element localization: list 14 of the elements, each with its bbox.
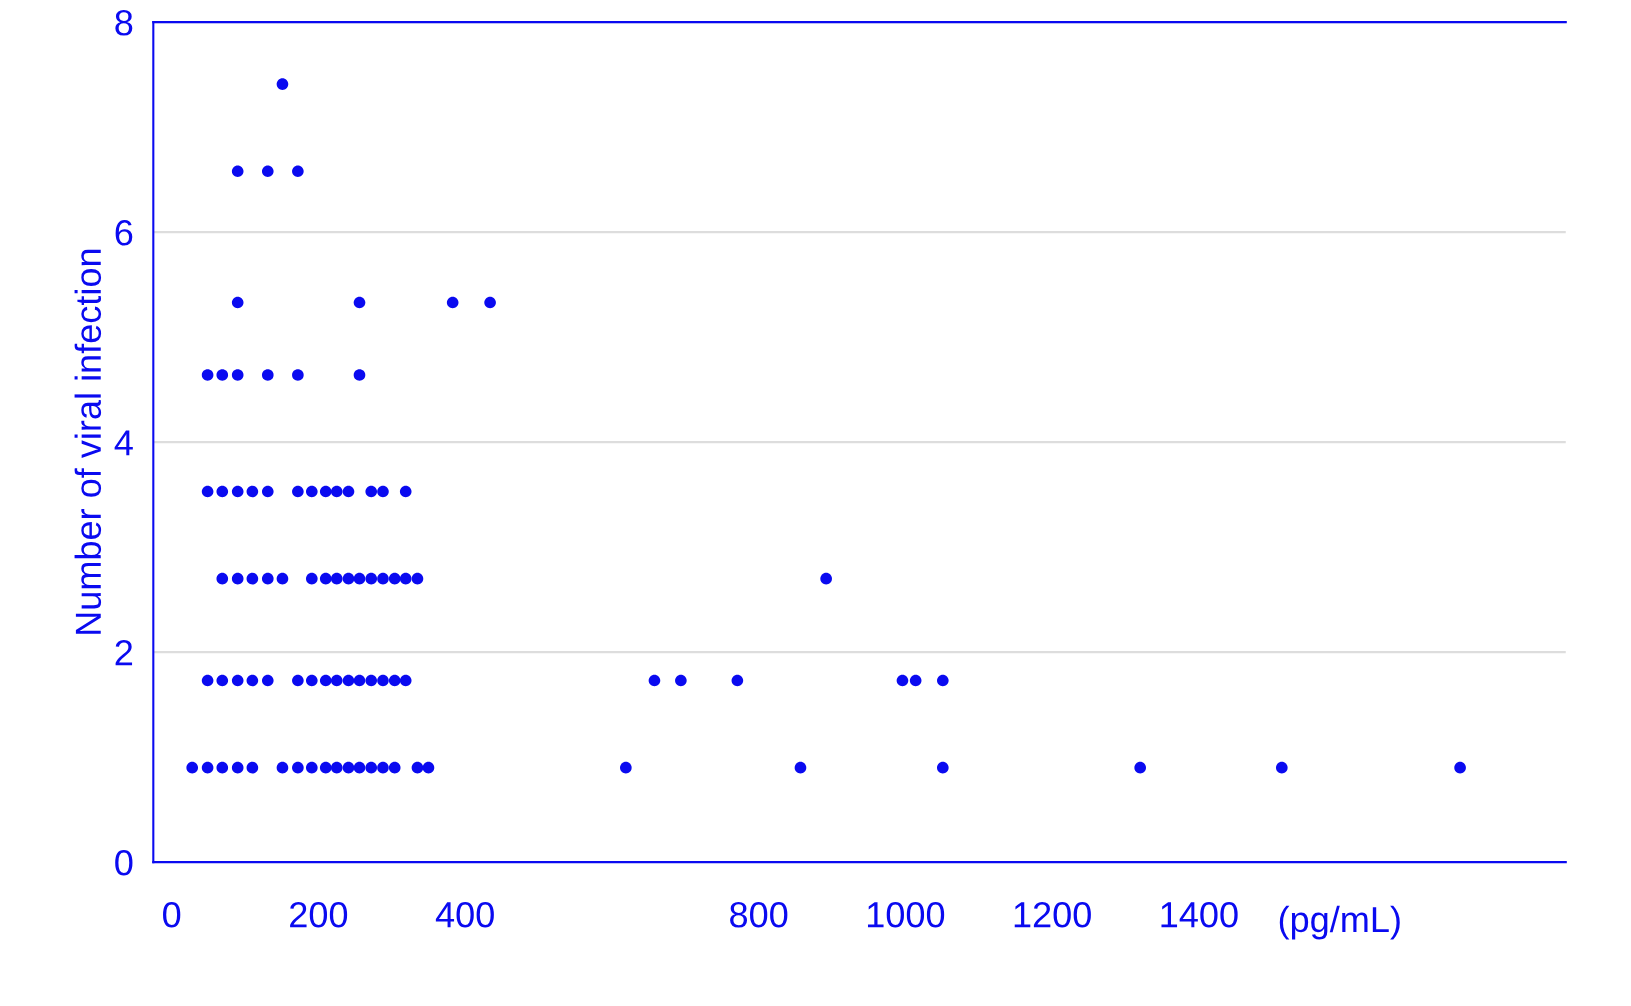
x-tick-label: 200 bbox=[290, 901, 348, 928]
y-tick-label: 2 bbox=[115, 640, 133, 666]
y-tick-label: 6 bbox=[115, 220, 133, 246]
x-tick-label: 1400 bbox=[1161, 901, 1238, 928]
x-tick-label: 0 bbox=[163, 901, 181, 928]
y-tick-label: 8 bbox=[115, 10, 133, 36]
y-tick-label: 4 bbox=[114, 430, 133, 456]
x-tick-label: 800 bbox=[730, 901, 788, 928]
x-tick-label: 1000 bbox=[867, 901, 945, 928]
x-tick-label: 400 bbox=[435, 901, 494, 928]
x-tick-label: 1200 bbox=[1014, 901, 1091, 928]
y-tick-label: 0 bbox=[115, 850, 133, 876]
x-axis-title: (pg/mL) bbox=[1279, 905, 1400, 940]
y-axis-title: Number of viral infection bbox=[74, 249, 102, 634]
